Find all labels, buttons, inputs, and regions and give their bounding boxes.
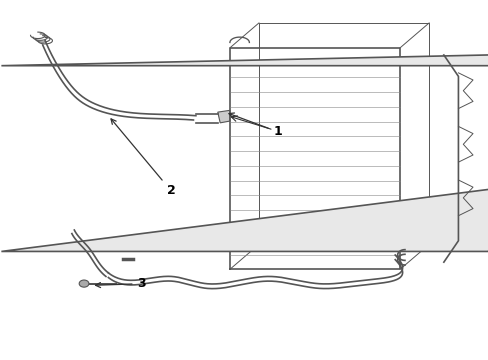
Text: 1: 1: [228, 113, 282, 138]
Polygon shape: [1, 55, 488, 66]
Circle shape: [79, 280, 89, 287]
Text: 2: 2: [111, 119, 175, 197]
Text: 3: 3: [95, 277, 146, 290]
Polygon shape: [1, 66, 488, 251]
Polygon shape: [217, 111, 229, 123]
